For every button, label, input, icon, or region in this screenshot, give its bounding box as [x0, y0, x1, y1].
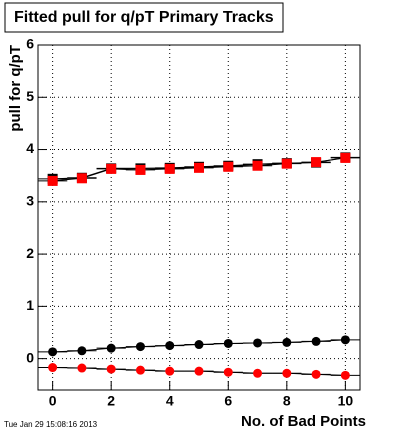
x-tick-label: 0 — [49, 393, 57, 409]
marker — [311, 369, 321, 379]
marker — [223, 161, 234, 172]
marker — [282, 368, 292, 378]
y-tick-label: 2 — [26, 245, 34, 261]
x-tick-label: 10 — [338, 393, 354, 409]
marker — [311, 157, 322, 168]
marker — [106, 364, 116, 374]
marker — [194, 366, 204, 376]
marker — [194, 340, 204, 350]
marker — [48, 363, 58, 373]
marker — [311, 336, 321, 346]
marker — [135, 365, 145, 375]
marker — [48, 347, 58, 357]
marker — [282, 337, 292, 347]
marker — [340, 335, 350, 345]
marker — [340, 370, 350, 380]
marker — [252, 160, 263, 171]
marker — [106, 343, 116, 353]
plot-frame — [37, 44, 361, 391]
y-tick-label: 6 — [26, 36, 34, 52]
marker — [106, 163, 117, 174]
marker — [164, 163, 175, 174]
marker — [77, 346, 87, 356]
y-tick-label: 5 — [26, 88, 34, 104]
y-tick-label: 3 — [26, 193, 34, 209]
marker — [223, 338, 233, 348]
marker — [253, 338, 263, 348]
x-tick-label: 6 — [224, 393, 232, 409]
marker — [76, 173, 87, 184]
marker — [223, 367, 233, 377]
marker — [165, 341, 175, 351]
title-box — [4, 2, 284, 33]
y-tick-label: 4 — [26, 140, 34, 156]
x-tick-label: 4 — [166, 393, 174, 409]
chart-title: Fitted pull for q/pT Primary Tracks — [14, 9, 274, 26]
x-tick-label: 8 — [283, 393, 291, 409]
marker — [194, 162, 204, 173]
y-tick-label: 1 — [26, 297, 34, 313]
marker — [340, 152, 351, 163]
timestamp: Tue Jan 29 15:08:16 2013 — [4, 420, 98, 429]
x-tick-label: 2 — [107, 393, 115, 409]
marker — [135, 164, 146, 175]
y-tick-label: 0 — [26, 349, 34, 365]
marker — [47, 175, 58, 186]
x-axis-label: No. of Bad Points — [241, 413, 366, 430]
marker — [281, 158, 292, 169]
marker — [135, 342, 145, 352]
marker — [253, 368, 263, 378]
marker — [77, 363, 87, 373]
marker — [165, 366, 175, 376]
y-axis-label: pull for q/pT — [7, 45, 24, 132]
